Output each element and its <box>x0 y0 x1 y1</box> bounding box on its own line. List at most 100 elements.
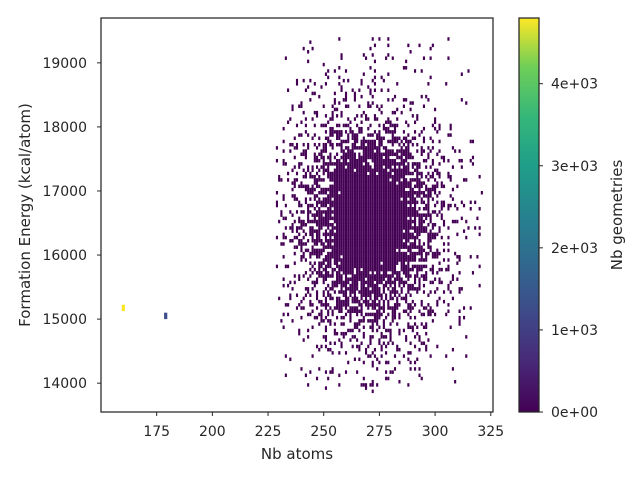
heatmap-cell <box>362 210 365 214</box>
heatmap-cell <box>396 210 399 214</box>
heatmap-cell <box>371 178 374 182</box>
heatmap-cell <box>293 274 296 278</box>
heatmap-cell <box>438 210 441 214</box>
heatmap-cell <box>416 213 419 217</box>
heatmap-cell <box>344 69 348 73</box>
heatmap-cell <box>398 255 401 259</box>
heatmap-cell <box>360 223 363 227</box>
heatmap-cell <box>425 229 428 233</box>
heatmap-cell <box>382 341 385 346</box>
heatmap-cell <box>389 274 392 278</box>
heatmap-cell <box>389 245 392 249</box>
heatmap-cell <box>371 328 374 333</box>
heatmap-cell <box>284 354 287 358</box>
heatmap-cell <box>398 178 401 182</box>
heatmap-cell <box>398 283 401 288</box>
heatmap-cell <box>340 341 343 346</box>
heatmap-cell <box>322 261 325 265</box>
heatmap-cell <box>378 229 381 233</box>
heatmap-cell <box>385 245 388 249</box>
heatmap-cell <box>351 299 354 304</box>
heatmap-cell <box>387 72 390 76</box>
heatmap-cell <box>478 232 481 237</box>
heatmap-cell <box>400 203 403 208</box>
heatmap-cell <box>364 219 368 224</box>
heatmap-cell <box>356 197 359 201</box>
heatmap-cell <box>378 309 381 313</box>
heatmap-cell <box>425 165 428 169</box>
heatmap-cell <box>327 242 330 246</box>
heatmap-cell <box>420 130 423 134</box>
heatmap-cell <box>327 239 330 243</box>
heatmap-cell <box>289 280 292 285</box>
heatmap-cell <box>420 245 423 249</box>
heatmap-cell <box>436 194 439 198</box>
heatmap-cell <box>362 146 365 150</box>
heatmap-cell <box>311 280 314 285</box>
heatmap-cell <box>398 245 401 249</box>
heatmap-cell <box>371 94 374 99</box>
heatmap-cell <box>302 174 305 179</box>
heatmap-cell <box>349 178 352 182</box>
heatmap-cell <box>315 229 319 233</box>
heatmap-cell <box>413 226 417 230</box>
heatmap-cell <box>356 296 359 301</box>
heatmap-cell <box>320 309 323 313</box>
heatmap-cell <box>300 299 303 304</box>
heatmap-cell <box>320 312 323 317</box>
heatmap-cell <box>387 261 390 265</box>
heatmap-cell <box>320 319 323 323</box>
heatmap-cell <box>320 303 323 307</box>
heatmap-cell <box>387 162 390 166</box>
heatmap-cell <box>349 315 352 320</box>
heatmap-cell <box>362 331 365 336</box>
heatmap-cell <box>298 226 301 230</box>
heatmap-cell <box>349 155 352 160</box>
heatmap-cell <box>393 126 397 131</box>
heatmap-cell <box>338 255 341 259</box>
heatmap-cell <box>356 242 359 246</box>
heatmap-cell <box>413 335 417 339</box>
heatmap-cell <box>313 216 316 221</box>
heatmap-cell <box>327 274 330 278</box>
heatmap-cell <box>373 75 377 80</box>
heatmap-cell <box>407 223 410 227</box>
heatmap-cell <box>358 126 361 131</box>
heatmap-cell <box>324 213 328 217</box>
heatmap-cell <box>342 123 345 128</box>
heatmap-cell <box>369 245 372 249</box>
heatmap-cell <box>367 229 370 233</box>
heatmap-cell <box>344 280 348 285</box>
heatmap-cell <box>347 261 350 265</box>
heatmap-cell <box>340 146 343 150</box>
heatmap-cell <box>338 232 341 237</box>
heatmap-cell <box>353 158 356 163</box>
heatmap-cell <box>391 296 394 301</box>
heatmap-cell <box>391 206 394 211</box>
heatmap-cell <box>382 271 385 275</box>
heatmap-cell <box>398 210 401 214</box>
heatmap-cell <box>338 296 341 301</box>
heatmap-cell <box>344 213 348 217</box>
heatmap-cell <box>333 200 336 205</box>
heatmap-cell <box>329 261 332 265</box>
heatmap-cell <box>331 171 334 176</box>
heatmap-cell <box>327 223 330 227</box>
heatmap-cell <box>338 210 341 214</box>
heatmap-cell <box>362 174 365 179</box>
heatmap-cell <box>387 251 390 256</box>
heatmap-cell <box>418 264 421 269</box>
heatmap-cell <box>382 290 385 294</box>
heatmap-cell <box>336 190 339 195</box>
heatmap-cell <box>442 258 446 262</box>
heatmap-cell <box>405 190 408 195</box>
heatmap-cell <box>362 280 365 285</box>
heatmap-cell <box>425 158 428 163</box>
heatmap-cell <box>364 213 368 217</box>
heatmap-cell <box>431 43 434 48</box>
heatmap-cell <box>327 293 330 297</box>
heatmap-cell <box>333 107 336 112</box>
heatmap-cell <box>398 181 401 185</box>
heatmap-cell <box>376 206 379 211</box>
heatmap-cell <box>302 296 305 301</box>
